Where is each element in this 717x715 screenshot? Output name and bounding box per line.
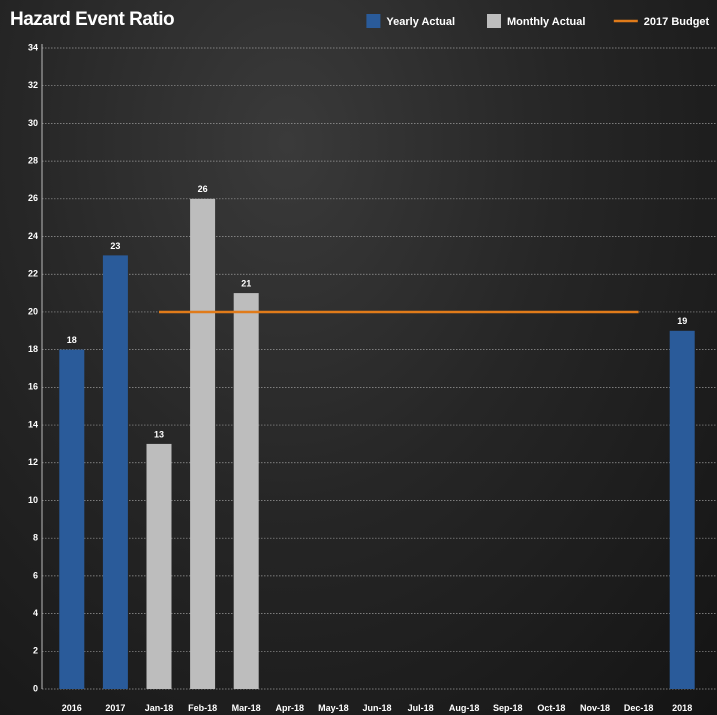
y-tick-label: 8 — [33, 533, 38, 543]
legend-swatch — [366, 14, 381, 28]
y-tick-label: 28 — [28, 155, 38, 165]
y-tick-label: 10 — [28, 495, 38, 505]
x-tick-label: Nov-18 — [579, 703, 610, 713]
y-tick-label: 2 — [33, 646, 38, 656]
chart-title: Hazard Event Ratio — [10, 9, 174, 30]
data-label: 18 — [67, 335, 77, 345]
bar — [102, 255, 128, 689]
x-tick-label: 2018 YTD — [672, 703, 693, 715]
y-tick-label: 0 — [33, 683, 38, 693]
x-tick-label: Apr-18 — [275, 703, 305, 713]
data-label: 19 — [677, 316, 687, 326]
data-label: 13 — [154, 429, 164, 439]
legend-label: Yearly Actual — [386, 16, 455, 28]
x-tick-label: Oct-18 — [537, 703, 566, 713]
y-tick-label: 24 — [28, 231, 38, 241]
x-tick-label: Jul-18 — [407, 703, 434, 713]
x-tick-label: May-18 — [318, 703, 349, 713]
x-tick-label: 2016 — [61, 703, 82, 713]
bar — [59, 349, 85, 689]
bar — [190, 198, 216, 689]
x-tick-label: Aug-18 — [448, 703, 480, 713]
y-tick-label: 34 — [28, 42, 38, 52]
bar — [669, 330, 695, 689]
y-tick-label: 14 — [28, 419, 38, 429]
y-tick-label: 18 — [28, 344, 38, 354]
x-tick-label: Jan-18 — [144, 703, 174, 713]
data-label: 26 — [198, 184, 208, 194]
bar — [233, 293, 259, 689]
y-tick-label: 26 — [28, 193, 38, 203]
y-tick-label: 22 — [28, 269, 38, 279]
data-label: 23 — [110, 241, 120, 251]
y-tick-label: 12 — [28, 457, 38, 467]
x-tick-label: Jun-18 — [362, 703, 392, 713]
data-label: 21 — [241, 278, 251, 288]
y-tick-label: 6 — [33, 570, 38, 580]
x-tick-label: Feb-18 — [188, 703, 218, 713]
legend-label: 2017 Budget — [644, 16, 710, 28]
x-tick-label: Mar-18 — [231, 703, 261, 713]
y-tick-label: 4 — [33, 608, 38, 618]
x-tick-label: 2017 — [105, 703, 126, 713]
y-tick-label: 30 — [28, 118, 38, 128]
y-tick-label: 20 — [28, 306, 38, 316]
bar — [146, 443, 172, 689]
y-tick-label: 32 — [28, 80, 38, 90]
legend-swatch — [487, 14, 501, 28]
y-tick-label: 16 — [28, 382, 38, 392]
legend-label: Monthly Actual — [507, 16, 585, 28]
x-tick-label: Dec-18 — [623, 703, 654, 713]
x-tick-label: Sep-18 — [493, 703, 523, 713]
